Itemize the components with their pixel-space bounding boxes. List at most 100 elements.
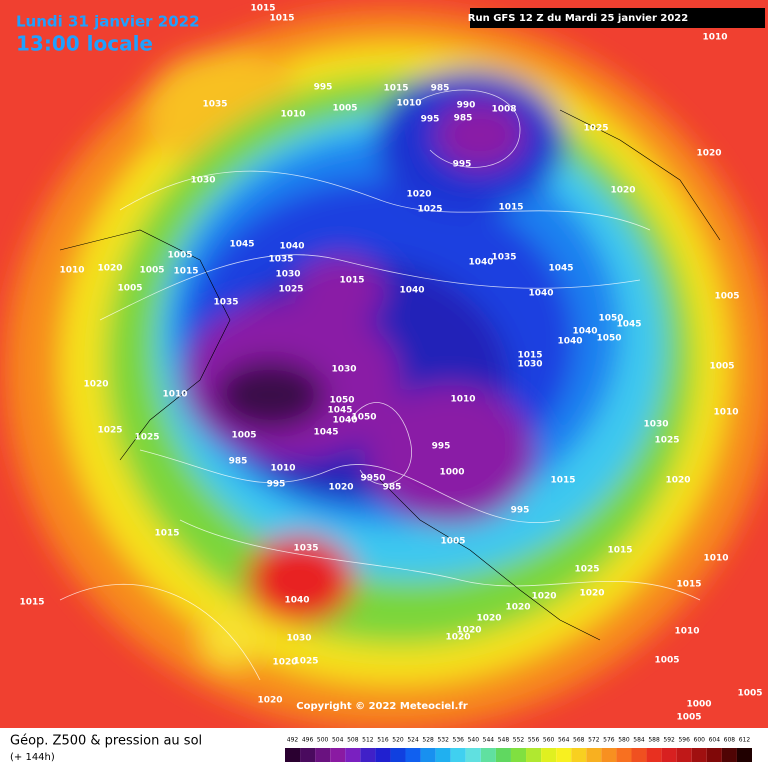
pressure-label: 1020 (505, 603, 530, 613)
pressure-label: 1015 (498, 203, 523, 213)
pressure-label: 1000 (439, 468, 464, 478)
scale-swatch (646, 748, 662, 762)
scale-label: 568 (573, 737, 585, 744)
footer-title: Géop. Z500 & pression au sol (10, 734, 202, 749)
pressure-label: 1030 (331, 365, 356, 375)
pressure-label: 1000 (686, 700, 711, 710)
scale-swatch (736, 748, 752, 762)
pressure-label: 990 (457, 101, 476, 111)
scale-label: 540 (468, 737, 480, 744)
pressure-label: 1020 (328, 483, 353, 493)
pressure-label: 1015 (19, 598, 44, 608)
scale-label: 584 (633, 737, 645, 744)
pressure-label: 1040 (284, 596, 309, 606)
scale-label: 500 (317, 737, 329, 744)
pressure-label: 1025 (97, 426, 122, 436)
scale-swatch (285, 748, 301, 762)
pressure-label: 1020 (272, 658, 297, 668)
scale-swatch (631, 748, 647, 762)
scale-swatch (616, 748, 632, 762)
pressure-label: 9950 (360, 474, 385, 484)
pressure-label: 1015 (154, 529, 179, 539)
pressure-label: 1035 (491, 253, 516, 263)
scale-label: 560 (543, 737, 555, 744)
pressure-label: 1030 (643, 420, 668, 430)
pressure-label: 1030 (286, 634, 311, 644)
pressure-label: 1015 (173, 267, 198, 277)
pressure-label: 1010 (713, 408, 738, 418)
pressure-label: 1050 (329, 396, 354, 406)
pressure-label: 1008 (491, 105, 516, 115)
pressure-label: 1020 (445, 633, 470, 643)
pressure-label: 1020 (476, 614, 501, 624)
pressure-label: 1005 (440, 537, 465, 547)
scale-label: 588 (648, 737, 660, 744)
pressure-label: 1005 (737, 689, 762, 699)
pressure-label: 1040 (399, 286, 424, 296)
scale-swatch (390, 748, 406, 762)
pressure-label: 1040 (572, 327, 597, 337)
pressure-label: 1005 (332, 104, 357, 114)
color-scale: 492 496 500 504 508 512 516 520 524 528 532 536 540 5… (285, 737, 752, 762)
pressure-label: 1045 (229, 240, 254, 250)
pressure-label: 1025 (293, 657, 318, 667)
pressure-label: 1035 (213, 298, 238, 308)
scale-swatch (315, 748, 331, 762)
pressure-label: 1050 (598, 314, 623, 324)
footer-lead: (+ 144h) (10, 752, 55, 763)
scale-label: 520 (392, 737, 404, 744)
scale-label: 596 (678, 737, 690, 744)
pressure-label: 1005 (231, 431, 256, 441)
pressure-label: 1020 (257, 696, 282, 706)
pressure-label: 1020 (456, 626, 481, 636)
pressure-label: 1010 (59, 266, 84, 276)
pressure-label: 1015 (550, 476, 575, 486)
pressure-label: 995 (453, 160, 472, 170)
pressure-label: 1040 (279, 242, 304, 252)
scale-label: 492 (287, 737, 299, 744)
run-box (470, 8, 765, 28)
scale-swatch (465, 748, 481, 762)
scale-label: 592 (663, 737, 675, 744)
scale-swatch (510, 748, 527, 762)
pressure-label: 995 (267, 480, 286, 490)
scale-label: 612 (739, 737, 751, 744)
scale-label: 496 (302, 737, 314, 744)
copyright: Copyright © 2022 Meteociel.fr (296, 701, 467, 712)
pressure-label: 995 (421, 115, 440, 125)
scale-label: 512 (362, 737, 374, 744)
pressure-label: 1035 (202, 100, 227, 110)
coastlines (59, 109, 721, 641)
pressure-label: 1040 (468, 258, 493, 268)
pressure-label: 1010 (450, 395, 475, 405)
pressure-label: 1030 (275, 270, 300, 280)
pressure-label: 1020 (665, 476, 690, 486)
pressure-label: 1005 (714, 292, 739, 302)
pressure-label: 1025 (278, 285, 303, 295)
pressure-label: 1040 (528, 289, 553, 299)
date: Lundi 31 janvier 2022 (16, 13, 200, 31)
pressure-label: 1020 (406, 190, 431, 200)
time: 13:00 locale (16, 32, 153, 56)
scale-label: 548 (498, 737, 510, 744)
scale-swatch (526, 748, 542, 762)
pressure-label: 995 (314, 83, 333, 93)
scale-label: 600 (694, 737, 706, 744)
scale-label: 552 (513, 737, 525, 744)
pressure-label: 1015 (383, 84, 408, 94)
scale-label: 528 (422, 737, 434, 744)
pressure-label: 1015 (250, 4, 275, 14)
scale-label: 532 (437, 737, 449, 744)
pressure-label: 1005 (139, 266, 164, 276)
pressure-label: 1025 (654, 436, 679, 446)
pressure-label: 1050 (351, 413, 376, 423)
scale-swatch (706, 748, 722, 762)
pressure-label: 1010 (703, 554, 728, 564)
scale-label: 504 (332, 737, 344, 744)
scale-swatch (450, 748, 466, 762)
pressure-label: 1015 (607, 546, 632, 556)
pressure-label: 1020 (83, 380, 108, 390)
scale-swatch (661, 748, 677, 762)
